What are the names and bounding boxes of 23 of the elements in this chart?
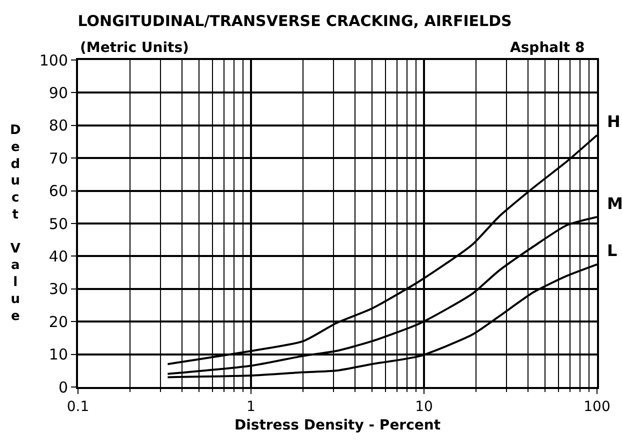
series-label: M [607,194,622,213]
y-tick-label: 0 [58,378,68,396]
x-tick-label: 10 [415,398,433,415]
text: Deduct Value [10,123,21,324]
y-tick-label: 60 [48,182,68,200]
y-tick-label: 70 [48,149,68,168]
text: Asphalt 8 [510,40,585,56]
y-tick-label: 90 [48,84,68,102]
x-axis-title: Distress Density - Percent [234,418,441,434]
chart-subtitle: (Metric Units) [80,40,189,56]
series-label: L [607,241,618,260]
y-tick-label: 20 [48,312,68,331]
y-tick-label: 80 [48,116,68,135]
y-tick-label: 50 [48,214,68,233]
y-tick-label: 40 [48,247,68,266]
x-tick-label: 100 [584,398,610,415]
x-tick-label: 1 [246,398,256,415]
y-tick-label: 30 [48,280,68,298]
y-tick-label: 10 [48,346,68,364]
series-label: H [607,112,620,131]
y-tick-label: 100 [39,51,68,70]
chart-title: LONGITUDINAL/TRANSVERSE CRACKING, AIRFIELDS [78,12,512,30]
x-tick-label: 0.1 [66,398,90,415]
